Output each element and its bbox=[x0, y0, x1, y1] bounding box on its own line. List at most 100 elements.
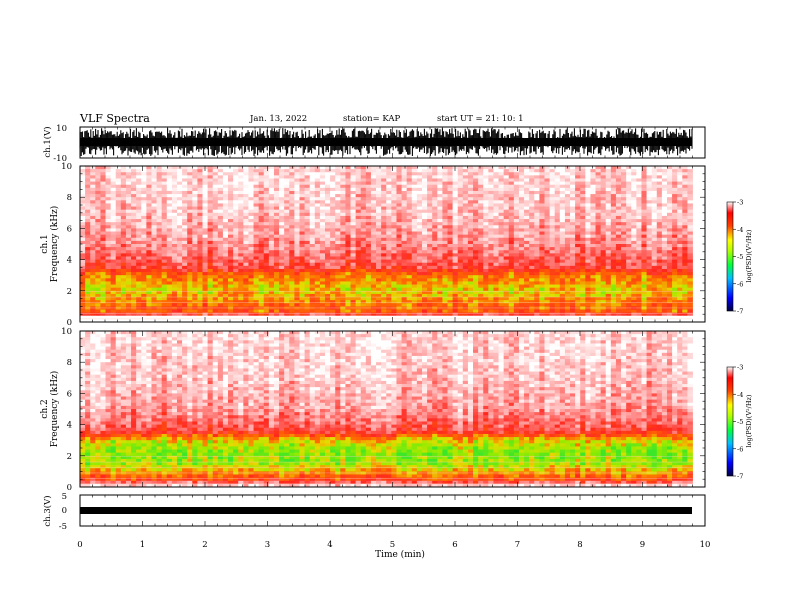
spectrogram-cell bbox=[299, 237, 305, 242]
spectrogram-cell bbox=[666, 253, 673, 257]
spectrogram-cell bbox=[483, 212, 489, 217]
spectrogram-cell bbox=[432, 240, 438, 245]
spectrogram-cell bbox=[421, 169, 428, 173]
spectrogram-cell bbox=[687, 237, 693, 242]
spectrogram-cell bbox=[95, 206, 101, 211]
spectrogram-cell bbox=[610, 281, 617, 285]
spectrogram-cell bbox=[268, 222, 275, 226]
spectrogram-cell bbox=[554, 247, 561, 251]
spectrogram-cell bbox=[549, 166, 556, 170]
spectrogram-cell bbox=[437, 209, 443, 214]
spectrogram-cell bbox=[95, 281, 101, 285]
spectrogram-cell bbox=[115, 225, 122, 229]
spectrogram-cell bbox=[605, 237, 612, 242]
spectrogram-cell bbox=[508, 228, 515, 232]
spectrogram-cell bbox=[381, 209, 387, 214]
spectrogram-cell bbox=[462, 197, 469, 201]
spectrogram-cell bbox=[600, 215, 607, 220]
spectrogram-cell bbox=[483, 184, 489, 189]
spectrogram-cell bbox=[131, 284, 137, 289]
spectrogram-cell bbox=[427, 265, 433, 270]
spectrogram-cell bbox=[370, 240, 377, 245]
spectrogram-cell bbox=[452, 272, 459, 276]
spectrogram-cell bbox=[442, 222, 448, 226]
spectrogram-cell bbox=[432, 203, 438, 207]
spectrogram-cell bbox=[656, 234, 663, 239]
spectrogram-cell bbox=[105, 253, 112, 257]
spectrogram-cell bbox=[508, 212, 515, 217]
spectrogram-cell bbox=[539, 244, 545, 248]
spectrogram-cell bbox=[498, 225, 505, 229]
spectrogram-cell bbox=[217, 265, 224, 270]
spectrogram-cell bbox=[279, 212, 285, 217]
spectrogram-cell bbox=[498, 228, 505, 232]
spectrogram-cell bbox=[131, 166, 137, 170]
spectrogram-cell bbox=[233, 215, 239, 220]
spectrogram-cell bbox=[222, 240, 229, 245]
spectrogram-cell bbox=[534, 278, 540, 282]
spectrogram-cell bbox=[498, 265, 505, 270]
spectrogram-cell bbox=[100, 237, 106, 242]
spectrogram-cell bbox=[284, 262, 290, 267]
spectrogram-cell bbox=[656, 281, 663, 285]
spectrogram-cell bbox=[212, 272, 219, 276]
spectrogram-cell bbox=[85, 240, 91, 245]
spectrogram-cell bbox=[355, 197, 362, 201]
spectrogram-cell bbox=[171, 281, 178, 285]
spectrogram-cell bbox=[508, 197, 515, 201]
spectrogram-cell bbox=[447, 231, 453, 236]
spectrogram-cell bbox=[544, 272, 550, 276]
spectrogram-cell bbox=[391, 247, 397, 251]
spectrogram-cell bbox=[161, 197, 168, 201]
spectrogram-cell bbox=[319, 184, 326, 189]
spectrogram-cell bbox=[575, 206, 581, 211]
spectrogram-cell bbox=[304, 262, 311, 267]
spectrogram-cell bbox=[376, 259, 382, 264]
spectrogram-cell bbox=[141, 228, 147, 232]
spectrogram-cell bbox=[299, 181, 305, 186]
spectrogram-cell bbox=[279, 247, 285, 251]
spectrogram-cell bbox=[248, 219, 254, 223]
spectrogram-cell bbox=[248, 290, 254, 295]
spectrogram-cell bbox=[90, 178, 96, 182]
spectrogram-cell bbox=[473, 262, 479, 267]
spectrogram-cell bbox=[105, 284, 112, 289]
spectrogram-cell bbox=[222, 222, 229, 226]
spectrogram-cell bbox=[325, 272, 331, 276]
spectrogram-cell bbox=[518, 262, 525, 267]
spectrogram-cell bbox=[335, 219, 341, 223]
spectrogram-cell bbox=[314, 250, 321, 254]
spectrogram-cell bbox=[610, 203, 617, 207]
spectrogram-cell bbox=[136, 272, 142, 276]
spectrogram-cell bbox=[636, 222, 642, 226]
spectrogram-cell bbox=[187, 200, 193, 204]
spectrogram-cell bbox=[421, 212, 428, 217]
spectrogram-cell bbox=[161, 212, 168, 217]
spectrogram-cell bbox=[473, 250, 479, 254]
spectrogram-cell bbox=[524, 259, 530, 264]
spectrogram-cell bbox=[406, 181, 413, 186]
spectrogram-cell bbox=[677, 262, 683, 267]
spectrogram-cell bbox=[217, 272, 224, 276]
spectrogram-cell bbox=[289, 244, 295, 248]
spectrogram-cell bbox=[248, 187, 254, 192]
spectrogram-cell bbox=[365, 169, 372, 173]
spectrogram-cell bbox=[289, 172, 295, 176]
spectrogram-cell bbox=[156, 265, 163, 270]
spectrogram-cell bbox=[100, 203, 106, 207]
spectrogram-cell bbox=[95, 197, 101, 201]
spectrogram-cell bbox=[360, 219, 367, 223]
spectrogram-cell bbox=[309, 215, 316, 220]
spectrogram-cell bbox=[131, 190, 137, 195]
spectrogram-cell bbox=[253, 175, 260, 179]
spectrogram-cell bbox=[656, 169, 663, 173]
spectrogram-cell bbox=[212, 166, 219, 170]
spectrogram-cell bbox=[330, 287, 336, 292]
spectrogram-cell bbox=[110, 268, 117, 273]
spectrogram-cell bbox=[554, 203, 561, 207]
spectrogram-cell bbox=[452, 275, 459, 279]
spectrogram-cell bbox=[677, 247, 683, 251]
spectrogram-cell bbox=[263, 169, 270, 173]
spectrogram-cell bbox=[391, 222, 397, 226]
spectrogram-cell bbox=[636, 268, 642, 273]
